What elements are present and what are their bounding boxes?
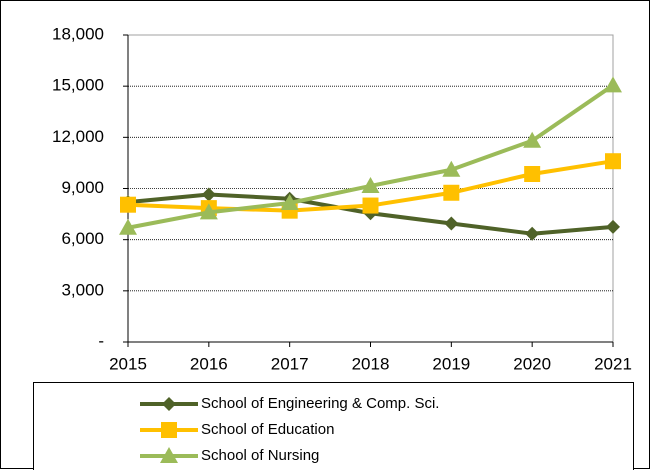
legend-label: School of Nursing — [201, 447, 319, 464]
data-point — [442, 160, 461, 177]
data-point — [362, 197, 379, 214]
data-point — [604, 76, 622, 93]
data-point — [120, 196, 136, 213]
y-tick-label: 18,000 — [52, 24, 104, 43]
legend-label: School of Engineering & Comp. Sci. — [201, 395, 439, 412]
y-tick-label: 12,000 — [52, 127, 104, 146]
legend-marker — [162, 397, 176, 411]
data-point — [444, 216, 459, 231]
data-point — [524, 166, 541, 183]
data-point — [606, 219, 620, 234]
x-tick-label: 2021 — [594, 354, 632, 373]
legend-label: School of Education — [201, 421, 334, 438]
x-tick-label: 2019 — [432, 354, 470, 373]
y-tick-label: 3,000 — [61, 280, 104, 299]
legend-marker — [160, 447, 178, 463]
data-point — [199, 203, 218, 220]
y-tick-label: 15,000 — [52, 76, 104, 95]
y-tick-label: - — [98, 331, 104, 350]
legend-marker — [161, 422, 177, 438]
data-point — [361, 176, 380, 193]
data-point — [280, 193, 299, 210]
x-tick-label: 2015 — [109, 354, 147, 373]
y-tick-label: 9,000 — [61, 178, 104, 197]
data-point — [119, 218, 137, 235]
data-point — [523, 131, 542, 148]
x-tick-label: 2020 — [513, 354, 551, 373]
legend-box — [33, 382, 634, 470]
data-point — [605, 153, 621, 170]
x-tick-label: 2017 — [271, 354, 309, 373]
data-point — [201, 187, 216, 202]
data-point — [443, 184, 460, 201]
data-point — [525, 226, 540, 241]
x-tick-label: 2016 — [190, 354, 228, 373]
x-tick-label: 2018 — [352, 354, 390, 373]
y-tick-label: 6,000 — [61, 229, 104, 248]
